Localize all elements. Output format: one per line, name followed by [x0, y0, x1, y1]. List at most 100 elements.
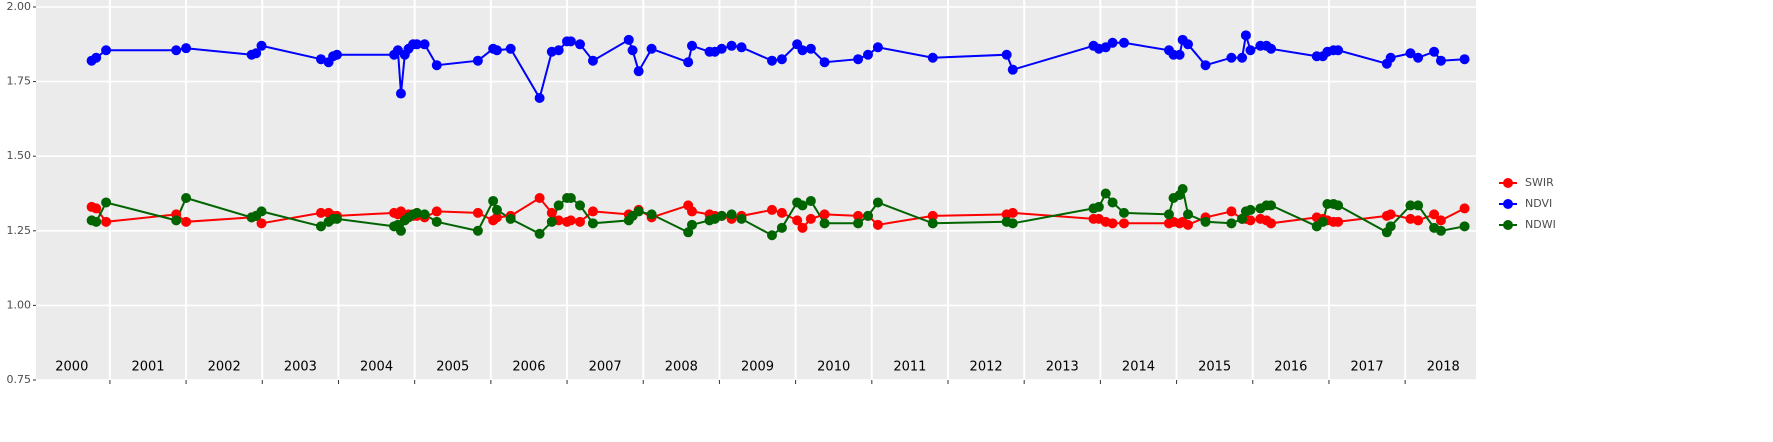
point [863, 49, 873, 60]
point [687, 219, 697, 230]
point [1245, 215, 1256, 226]
point [1226, 52, 1237, 63]
point [716, 210, 727, 221]
x-tick-label: 2003 [284, 360, 317, 375]
point [587, 206, 598, 217]
point [1226, 218, 1237, 229]
point [1237, 52, 1248, 63]
point [1435, 55, 1446, 66]
panel [36, 0, 1476, 380]
x-tick-label: 2010 [817, 360, 850, 375]
point [1385, 221, 1396, 232]
point [776, 222, 787, 233]
point [553, 45, 564, 56]
point [411, 207, 422, 218]
point [431, 206, 442, 217]
point [797, 222, 808, 233]
point [472, 55, 483, 66]
point [646, 209, 657, 220]
point [331, 49, 342, 60]
point [491, 212, 502, 223]
point [256, 218, 267, 229]
point [1240, 30, 1251, 41]
point [171, 45, 182, 56]
point [575, 216, 585, 227]
point [872, 219, 883, 230]
point [1459, 54, 1470, 65]
point [627, 45, 638, 56]
point [1107, 37, 1118, 48]
point [534, 228, 545, 239]
point [623, 34, 634, 45]
point [1007, 207, 1018, 218]
point [819, 57, 830, 68]
point [1200, 60, 1211, 71]
point [853, 210, 864, 221]
point [805, 43, 816, 54]
point [1163, 209, 1174, 220]
point [687, 206, 697, 217]
point [633, 206, 644, 217]
y-tick-label: 1.75 [7, 75, 32, 88]
point [575, 39, 585, 50]
point [565, 192, 576, 203]
point [767, 204, 777, 215]
y-tick-label: 2.00 [7, 0, 32, 13]
point [927, 210, 938, 221]
point [736, 42, 747, 53]
point [683, 57, 694, 68]
point [1317, 216, 1328, 227]
point [91, 52, 102, 63]
point [872, 197, 883, 208]
point [792, 215, 803, 226]
point [534, 93, 545, 104]
point [646, 43, 657, 54]
point [553, 200, 564, 211]
point [1405, 213, 1416, 224]
point [505, 43, 516, 54]
x-tick-label: 2016 [1274, 360, 1307, 375]
point [776, 207, 787, 218]
legend-marker [1503, 199, 1513, 209]
point [726, 40, 737, 51]
point [91, 216, 102, 227]
point [1405, 200, 1416, 211]
point [315, 207, 326, 218]
point [736, 213, 747, 224]
point [1385, 52, 1396, 63]
legend-label: NDWI [1525, 218, 1556, 231]
x-tick-label: 2012 [970, 360, 1003, 375]
point [331, 213, 342, 224]
point [546, 207, 557, 218]
point [872, 42, 883, 53]
point [575, 200, 585, 211]
point [472, 207, 483, 218]
point [927, 52, 938, 63]
x-tick-label: 2013 [1046, 360, 1079, 375]
point [1266, 43, 1277, 54]
x-tick-label: 2011 [893, 360, 926, 375]
point [181, 216, 192, 227]
point [797, 200, 808, 211]
x-tick-label: 2001 [131, 360, 164, 375]
point [687, 40, 697, 51]
point [853, 54, 864, 65]
point [1119, 207, 1129, 218]
point [819, 218, 830, 229]
x-tick-label: 2008 [665, 360, 698, 375]
point [1385, 209, 1396, 220]
point [181, 43, 192, 54]
point [256, 206, 267, 217]
legend-label: NDVI [1525, 197, 1552, 210]
point [683, 227, 694, 238]
point [633, 66, 644, 77]
point [419, 39, 430, 50]
point [1435, 215, 1446, 226]
point [776, 54, 787, 65]
point [797, 45, 808, 56]
point [565, 215, 576, 226]
point [863, 210, 873, 221]
point [1237, 213, 1248, 224]
point [171, 215, 182, 226]
